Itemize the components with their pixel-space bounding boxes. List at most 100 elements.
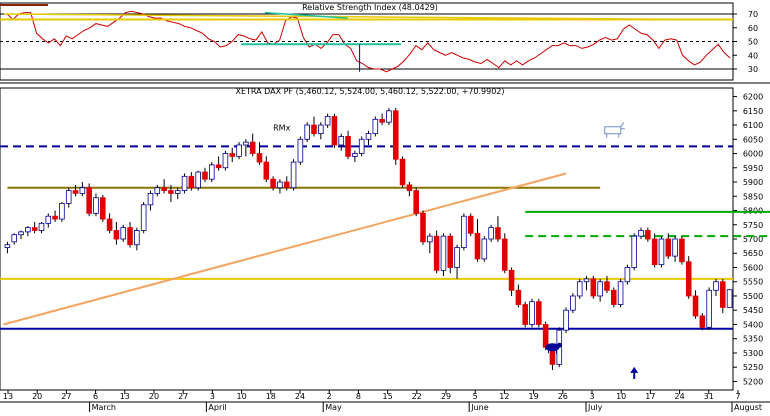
x-tick-label: 24 (675, 392, 685, 401)
candle-body (324, 116, 331, 126)
bear-icon (545, 342, 562, 354)
candle-body (338, 136, 345, 146)
candle-body (597, 281, 603, 297)
candle-body (392, 110, 399, 160)
candle-body (610, 289, 617, 305)
month-label: April (208, 403, 226, 412)
candle-body (72, 190, 79, 194)
rsi-y-tick-label: 40 (748, 51, 758, 60)
candle-body (624, 267, 631, 283)
rsi-annotation-trendline (264, 11, 348, 19)
candle-body (38, 222, 45, 231)
x-tick-label: 29 (441, 392, 451, 401)
candle-body (427, 235, 433, 243)
rsi-annotation-trendline (3, 13, 704, 21)
candle-body (665, 238, 672, 257)
month-label: March (92, 403, 116, 412)
price-y-tick-label: 5250 (743, 363, 763, 372)
candle-body (86, 187, 92, 214)
x-tick-label: 13 (120, 392, 130, 401)
candle-body (140, 204, 147, 231)
x-tick-label: 7 (735, 392, 740, 401)
candle-body (467, 215, 474, 234)
candle-body (358, 138, 365, 154)
candle-body (440, 235, 447, 271)
candle-body (386, 110, 392, 123)
rsi-y-tick-label: 70 (748, 10, 758, 19)
x-tick-label: 10 (237, 392, 247, 401)
candle-body (495, 227, 501, 240)
x-tick-label: 27 (61, 392, 71, 401)
month-label: May (325, 403, 342, 412)
candle-body (685, 261, 692, 297)
candle-body (447, 235, 454, 268)
candle-body (11, 234, 18, 243)
candle-body (161, 187, 167, 191)
candle-body (692, 295, 699, 317)
price-y-tick-label: 5400 (743, 320, 763, 329)
price-y-tick-label: 6000 (743, 150, 763, 159)
price-y-tick-label: 5600 (743, 263, 763, 272)
candle-body (31, 227, 38, 231)
candle-body (658, 238, 665, 266)
x-tick-label: 18 (266, 392, 276, 401)
candle-body (645, 230, 651, 240)
candle-body (106, 218, 113, 231)
x-tick-label: 24 (295, 392, 305, 401)
x-tick-label: 26 (558, 392, 568, 401)
candle-body (420, 212, 426, 243)
candle-body (399, 158, 406, 186)
candle-body (651, 238, 658, 266)
candle-body (243, 141, 249, 146)
rsi-title: Relative Strength Index (48.0429) (302, 3, 438, 12)
x-tick-label: 27 (178, 392, 188, 401)
price-y-tick-label: 5850 (743, 192, 763, 201)
candle-body (93, 197, 99, 214)
candle-body (311, 124, 317, 134)
candle-body (631, 235, 637, 268)
x-tick-label: 10 (616, 392, 626, 401)
candle-body (52, 215, 58, 220)
price-y-tick-label: 5950 (743, 164, 763, 173)
candle-body (638, 230, 644, 237)
candle-body (195, 171, 201, 189)
month-label: June (470, 403, 489, 412)
price-y-tick-label: 5650 (743, 249, 763, 258)
candle-body (529, 301, 535, 325)
price-title: XETRA DAX PF (5,460.12, 5,524.00, 5,460.… (235, 87, 504, 96)
x-tick-label: 13 (3, 392, 13, 401)
candle-body (713, 281, 719, 291)
candle-body (290, 161, 297, 189)
candle-body (604, 281, 610, 291)
candle-body (4, 244, 11, 248)
candle-body (719, 281, 726, 308)
candle-body (726, 289, 733, 308)
candle-body (522, 304, 528, 325)
candle-body (699, 315, 706, 328)
month-label: August (734, 403, 762, 412)
x-tick-label: 15 (383, 392, 393, 401)
candle-body (222, 153, 229, 169)
candle-body (372, 118, 379, 134)
candle-body (59, 202, 65, 220)
price-y-tick-label: 5300 (743, 349, 763, 358)
candle-body (174, 190, 181, 194)
price-y-tick-label: 6050 (743, 135, 763, 144)
candle-body (515, 289, 522, 305)
candle-body (79, 187, 86, 194)
bull-body (604, 126, 622, 135)
x-tick-label: 12 (499, 392, 509, 401)
candle-body (18, 231, 24, 236)
candle-body (474, 232, 481, 260)
candle-body (563, 309, 569, 331)
candle-body (508, 269, 515, 291)
candle-body (249, 141, 256, 154)
candle-body (297, 138, 304, 163)
candle-body (576, 281, 583, 297)
price-y-tick-label: 5500 (743, 292, 763, 301)
candle-body (256, 153, 263, 163)
candle-body (331, 116, 338, 146)
rmx-label: RMx (273, 124, 290, 133)
candle-body (168, 190, 174, 194)
